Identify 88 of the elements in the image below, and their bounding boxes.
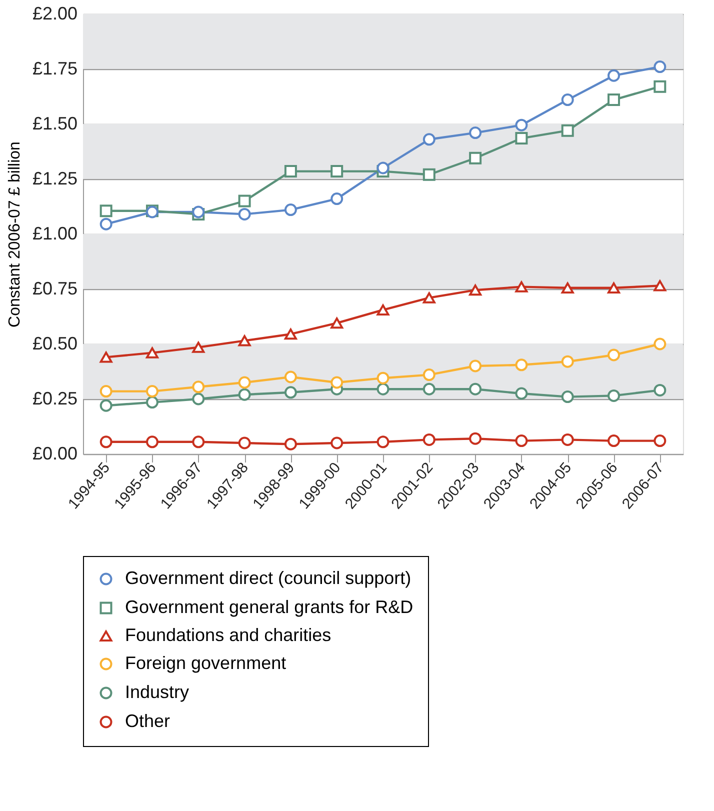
point	[284, 386, 297, 399]
point	[238, 376, 251, 389]
y-tick-label: £1.50	[32, 114, 78, 134]
y-tick-label: £0.25	[32, 388, 78, 408]
legend-label: Government general grants for R&D	[125, 597, 414, 617]
point	[238, 335, 251, 346]
y-tick-label: £1.75	[32, 58, 78, 78]
point	[146, 385, 158, 398]
point	[284, 328, 297, 340]
point	[330, 165, 344, 178]
legend-label: Foreign government	[125, 653, 286, 673]
point	[608, 434, 620, 448]
point	[561, 124, 574, 137]
y-tick-label: £0.75	[32, 278, 78, 298]
point	[654, 338, 666, 350]
point	[284, 370, 297, 384]
legend-label: Other	[125, 711, 170, 731]
point	[192, 342, 205, 353]
point	[561, 94, 574, 106]
point	[561, 355, 574, 368]
point	[376, 372, 390, 384]
point	[608, 69, 620, 82]
point	[100, 436, 112, 448]
point	[469, 382, 482, 396]
legend-label: Industry	[125, 682, 190, 702]
point	[192, 436, 205, 448]
point	[469, 284, 482, 296]
point	[376, 162, 390, 174]
point	[284, 165, 297, 178]
point	[654, 384, 666, 396]
point	[469, 126, 482, 140]
point	[100, 218, 112, 230]
point	[422, 433, 436, 446]
point	[238, 208, 251, 220]
point	[515, 358, 528, 372]
point	[515, 387, 528, 400]
legend-label: Foundations and charities	[125, 625, 332, 645]
point	[330, 376, 344, 389]
point	[146, 436, 158, 448]
point	[284, 204, 297, 216]
point	[284, 438, 297, 450]
y-tick-label: £1.00	[32, 224, 78, 244]
point	[422, 292, 436, 304]
point	[100, 399, 112, 412]
y-tick-label: £2.00	[32, 4, 78, 24]
point	[608, 348, 620, 362]
point	[608, 94, 620, 106]
point	[515, 118, 528, 132]
point	[654, 280, 666, 292]
point	[469, 432, 482, 445]
point	[422, 368, 436, 382]
point	[376, 436, 390, 448]
y-tick-label: £1.25	[32, 168, 78, 188]
point	[422, 382, 436, 396]
point	[469, 152, 482, 164]
point	[100, 352, 112, 363]
point	[608, 282, 620, 294]
y-tick-label: £0.50	[32, 334, 78, 354]
point	[654, 434, 666, 448]
point	[238, 194, 251, 208]
point	[146, 396, 158, 409]
y-axis-title: Constant 2006-07 £ billion	[6, 142, 24, 328]
point	[376, 382, 390, 396]
point	[654, 60, 666, 74]
y-tick-label: £0.00	[32, 444, 78, 464]
point	[608, 389, 620, 402]
point	[238, 436, 251, 450]
point	[100, 385, 112, 398]
legend-label: Government direct (council support)	[125, 568, 412, 588]
point	[100, 204, 112, 218]
point	[515, 434, 528, 448]
point	[330, 192, 344, 206]
point	[146, 347, 158, 358]
point	[515, 132, 528, 145]
point	[192, 380, 205, 394]
point	[422, 168, 436, 181]
point	[515, 281, 528, 292]
point	[330, 318, 344, 329]
point	[654, 80, 666, 93]
point	[561, 433, 574, 446]
point	[330, 436, 344, 450]
point	[376, 304, 390, 316]
point	[561, 282, 574, 294]
point	[238, 388, 251, 401]
point	[469, 360, 482, 372]
point	[422, 133, 436, 146]
point	[192, 392, 205, 406]
point	[561, 390, 574, 404]
